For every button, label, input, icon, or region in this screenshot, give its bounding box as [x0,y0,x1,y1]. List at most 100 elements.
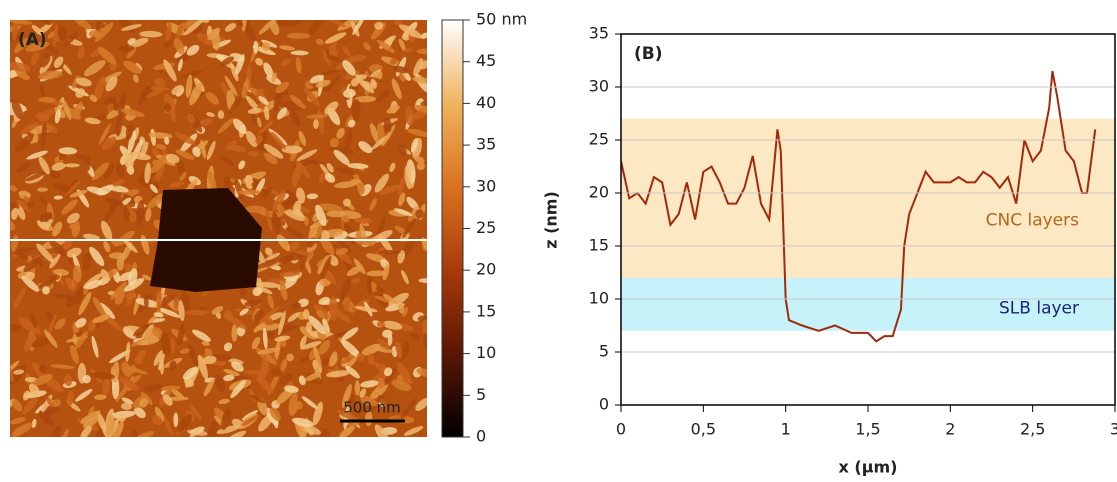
colorbar-tick-label: 50 nm [476,10,527,29]
grain [129,365,137,374]
grain [416,368,427,377]
grain [66,212,80,224]
grain [416,162,425,171]
grain [74,20,92,30]
grain [389,57,398,65]
grain [342,46,351,57]
grain [189,82,203,106]
grain [393,208,413,217]
colorbar-tick-label: 15 [476,301,496,320]
grain [256,281,281,288]
grain [20,122,39,135]
grain [234,178,244,200]
grain [25,41,50,52]
colorbar-tick-label: 25 [476,218,496,237]
grain [139,30,163,38]
grain [118,45,135,52]
grain [413,58,424,76]
grain [125,124,133,140]
grain [186,20,198,28]
grain [35,112,50,122]
grain [134,356,144,365]
grain [270,131,286,150]
grain [58,147,78,155]
grain [140,141,149,158]
grain [211,306,224,315]
colorbar-tick-label: 30 [476,176,496,195]
grain [322,50,332,67]
grain [266,331,275,340]
grain [345,128,353,151]
grain [37,219,50,231]
grain [105,197,124,207]
grain [241,20,247,32]
panel-label: (B) [634,44,663,64]
grain [221,408,232,431]
grain [223,374,235,382]
grain [304,216,309,227]
grain [408,332,421,341]
grain [309,74,323,84]
grain [231,361,244,372]
grain [383,117,392,133]
grain [342,60,356,76]
grain [121,397,134,405]
grain [285,20,308,27]
grain [401,270,409,285]
grain [207,171,217,191]
grain [296,187,306,204]
band [621,118,1115,278]
grain [118,376,140,391]
grain [382,264,390,281]
grain [125,341,131,362]
grain [192,146,201,158]
grain [345,365,360,379]
grain [261,187,273,198]
grain [278,271,300,277]
grain [296,149,318,162]
grain [271,367,282,377]
grain [157,290,162,312]
grain [75,317,87,328]
grain [262,306,280,320]
grain [179,171,187,181]
grain [112,421,124,437]
grain [253,40,259,54]
grain [80,425,92,437]
grain [286,353,294,362]
grain [38,20,52,25]
grain [233,118,247,135]
grain [374,173,389,193]
grain [386,105,400,114]
grain [37,187,48,192]
grain [306,193,319,200]
grain [359,223,366,241]
grain [228,93,245,115]
grain [135,62,143,71]
grain [89,94,98,102]
grain [41,121,47,148]
grain [343,297,351,312]
grain [200,139,207,159]
grain [38,279,54,290]
grain [175,149,195,160]
grain [123,60,142,74]
grain [306,114,328,119]
grain [295,209,304,218]
grain [287,103,301,127]
grain [103,241,111,253]
grain [170,337,176,354]
grain [174,132,196,145]
grain [46,397,54,407]
grain [163,59,177,82]
y-tick-label: 25 [589,130,609,149]
grain [144,162,151,184]
grain [154,77,166,87]
grain [358,141,373,154]
grain [115,382,132,403]
grain [22,390,31,401]
grain [299,250,308,270]
grain [173,412,179,428]
y-tick-label: 0 [599,395,609,414]
grain [72,74,80,89]
